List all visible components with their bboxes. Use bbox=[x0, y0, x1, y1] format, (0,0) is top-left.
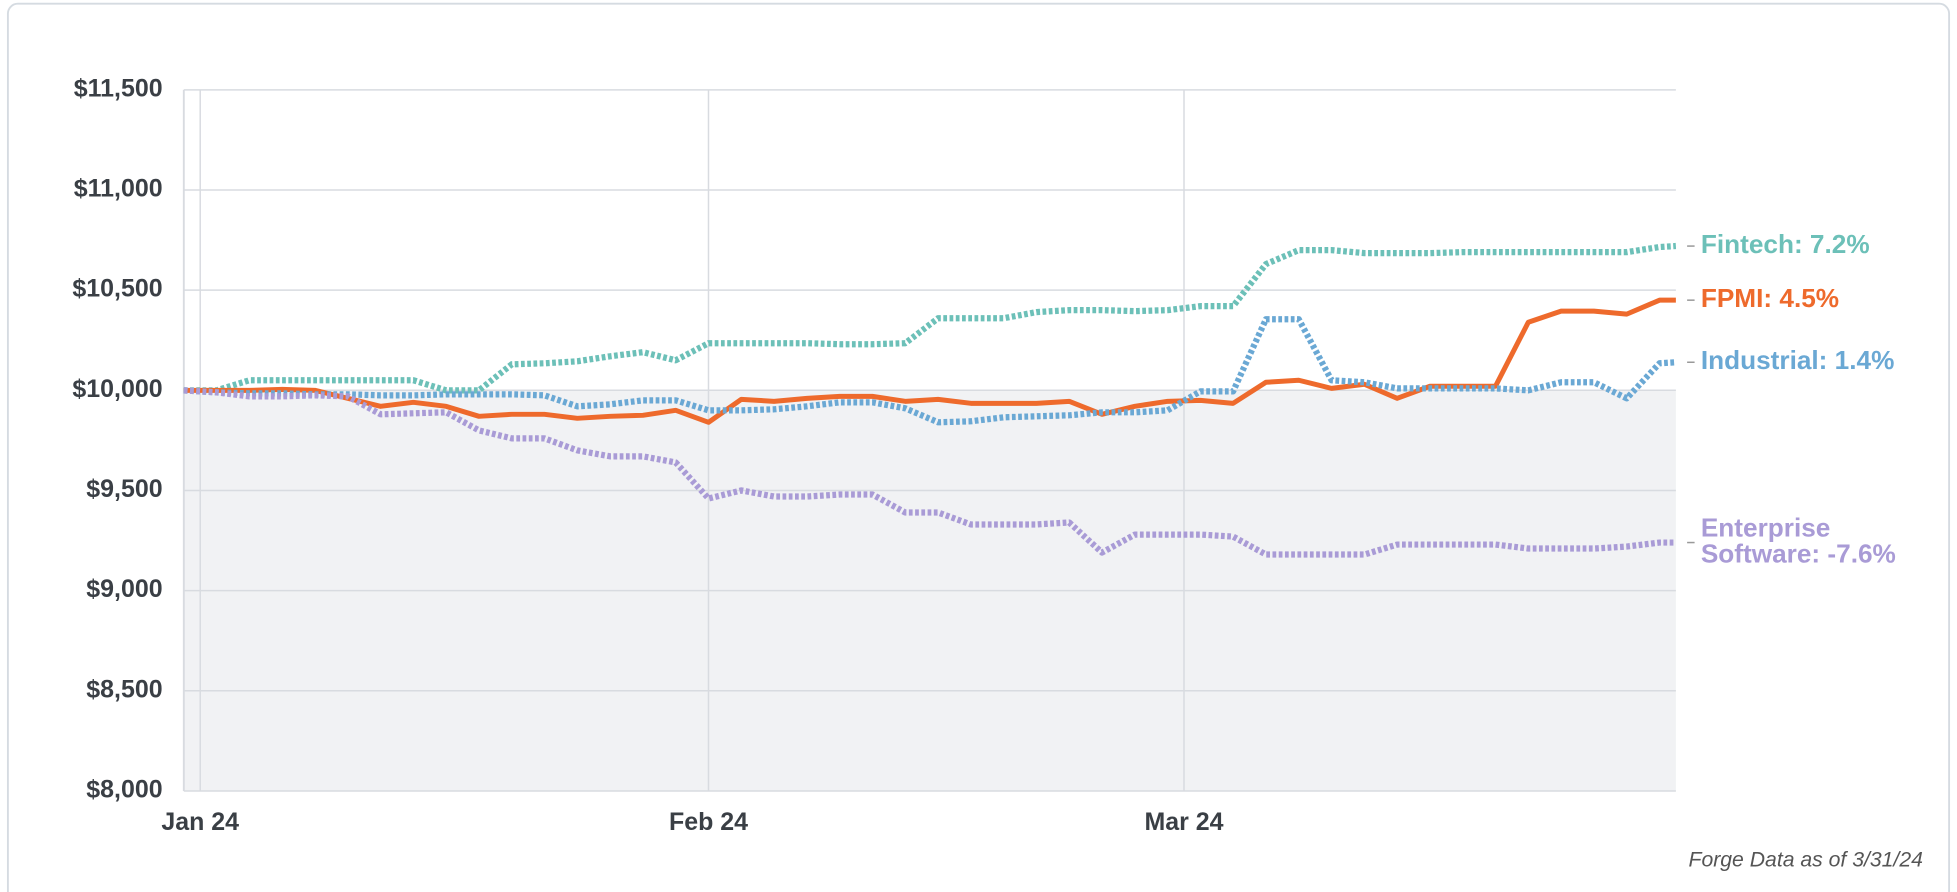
label-line: Software: -7.6% bbox=[1701, 539, 1896, 569]
y-tick-label: $11,000 bbox=[74, 175, 163, 203]
source-note: Forge Data as of 3/31/24 bbox=[1689, 848, 1923, 871]
y-tick-label: $10,500 bbox=[72, 275, 162, 303]
x-tick-label: Feb 24 bbox=[669, 808, 748, 836]
x-tick-label: Jan 24 bbox=[161, 808, 239, 836]
series-label: Industrial: 1.4% bbox=[1701, 345, 1895, 375]
y-tick-label: $9,500 bbox=[86, 475, 162, 503]
x-tick-label: Mar 24 bbox=[1144, 808, 1223, 836]
series-line bbox=[183, 316, 1677, 426]
y-tick-label: $10,000 bbox=[72, 375, 162, 403]
y-tick-label: $9,000 bbox=[86, 575, 162, 603]
y-tick-label: $11,500 bbox=[74, 74, 163, 102]
series-line bbox=[183, 242, 1677, 394]
series-label: FPMI: 4.5% bbox=[1701, 283, 1839, 313]
y-tick-label: $8,000 bbox=[86, 776, 162, 804]
label-line: Enterprise bbox=[1701, 512, 1831, 542]
series-line bbox=[183, 387, 1676, 558]
series-label: Fintech: 7.2% bbox=[1701, 229, 1870, 259]
series-label: Enterprise Software: -7.6% bbox=[1701, 512, 1896, 568]
y-tick-label: $8,500 bbox=[86, 675, 162, 703]
